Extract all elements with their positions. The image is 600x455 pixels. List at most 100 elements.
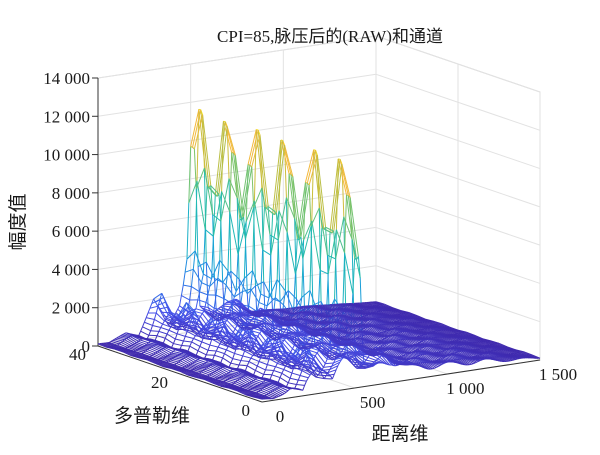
surface-line [151,347,159,351]
surface-line [286,383,288,387]
surface-line [229,373,237,374]
surface-line [223,354,225,358]
surface-line [294,274,296,311]
surface-line [256,387,264,388]
surface-line [144,322,152,325]
surface-line [210,345,218,347]
surface-line [172,344,174,348]
surface-line [282,373,290,378]
surface-line [189,181,197,203]
surface-line [194,339,202,342]
surface-line [223,358,231,363]
surface-line [141,327,143,331]
surface-line [205,229,213,236]
surface-line [254,388,262,389]
surface-line [226,347,228,350]
surface-line [288,383,296,385]
surface-line [244,271,252,279]
surface-line [318,375,326,376]
surface-line [343,253,345,311]
surface-line [221,358,223,363]
surface-line [197,368,205,369]
surface-line [300,371,302,376]
surface-line [183,336,185,341]
surface-line [263,250,271,255]
surface-line [206,350,208,355]
surface-line [265,370,273,371]
surface-line [298,380,306,381]
surface-line [191,269,193,286]
surface-line [141,348,149,349]
surface-line [153,319,155,325]
surface-line [176,309,178,312]
surface-line [218,344,220,347]
gridline-z [98,113,376,155]
surface-line [181,296,189,300]
surface-line [290,373,292,378]
surface-line [309,185,311,226]
surface-line [163,338,165,343]
surface-line [159,331,167,334]
surface-line [266,386,274,390]
surface-line [220,260,228,271]
surface-line [241,361,249,362]
surface-line [345,253,353,294]
surface-line [197,181,205,230]
surface-line [181,285,183,295]
surface-line [198,351,206,355]
surface-line [151,325,153,330]
surface-line [199,367,207,368]
surface-line [183,272,185,285]
surface-line [280,378,288,383]
surface-line [228,212,230,271]
surface-line [173,344,181,346]
surface-line [277,280,285,291]
surface-line [249,358,251,361]
surface-line [200,283,202,292]
surface-line [260,355,268,356]
surface-line [200,342,202,347]
surface-line [159,328,161,332]
surface-line [254,370,256,374]
surface-line [155,336,157,341]
surface-line [142,322,144,327]
surface-line [192,339,194,342]
surface-line [169,354,177,355]
surface-line [168,356,176,357]
surface-line [190,342,192,346]
surface-line [306,378,308,381]
surface-line [278,240,280,302]
surface-line [272,371,274,375]
surface-line [156,306,158,313]
surface-line [141,331,149,335]
surface-line [146,313,148,318]
surface-line [248,325,256,326]
surface-line [280,373,282,377]
surface-line [216,347,218,351]
surface-line [270,375,272,380]
surface-line [243,356,251,358]
surface-line [190,346,198,351]
surface-line [269,255,271,298]
surface-line [200,292,208,295]
surface-line [239,361,241,365]
surface-line [305,150,313,183]
surface-line [147,344,155,345]
surface-line [177,334,185,337]
surface-line [248,336,250,341]
surface-line [290,378,298,380]
surface-line [233,359,241,361]
surface-line [163,321,165,324]
surface-line [323,366,331,367]
surface-line [173,339,175,344]
surface-line [241,356,243,361]
surface-line [283,141,291,175]
surface-line [252,167,254,208]
surface-line [225,375,233,376]
surface-line [213,355,215,360]
surface-line [296,385,304,386]
surface-line [198,300,206,303]
surface-line [274,371,282,374]
